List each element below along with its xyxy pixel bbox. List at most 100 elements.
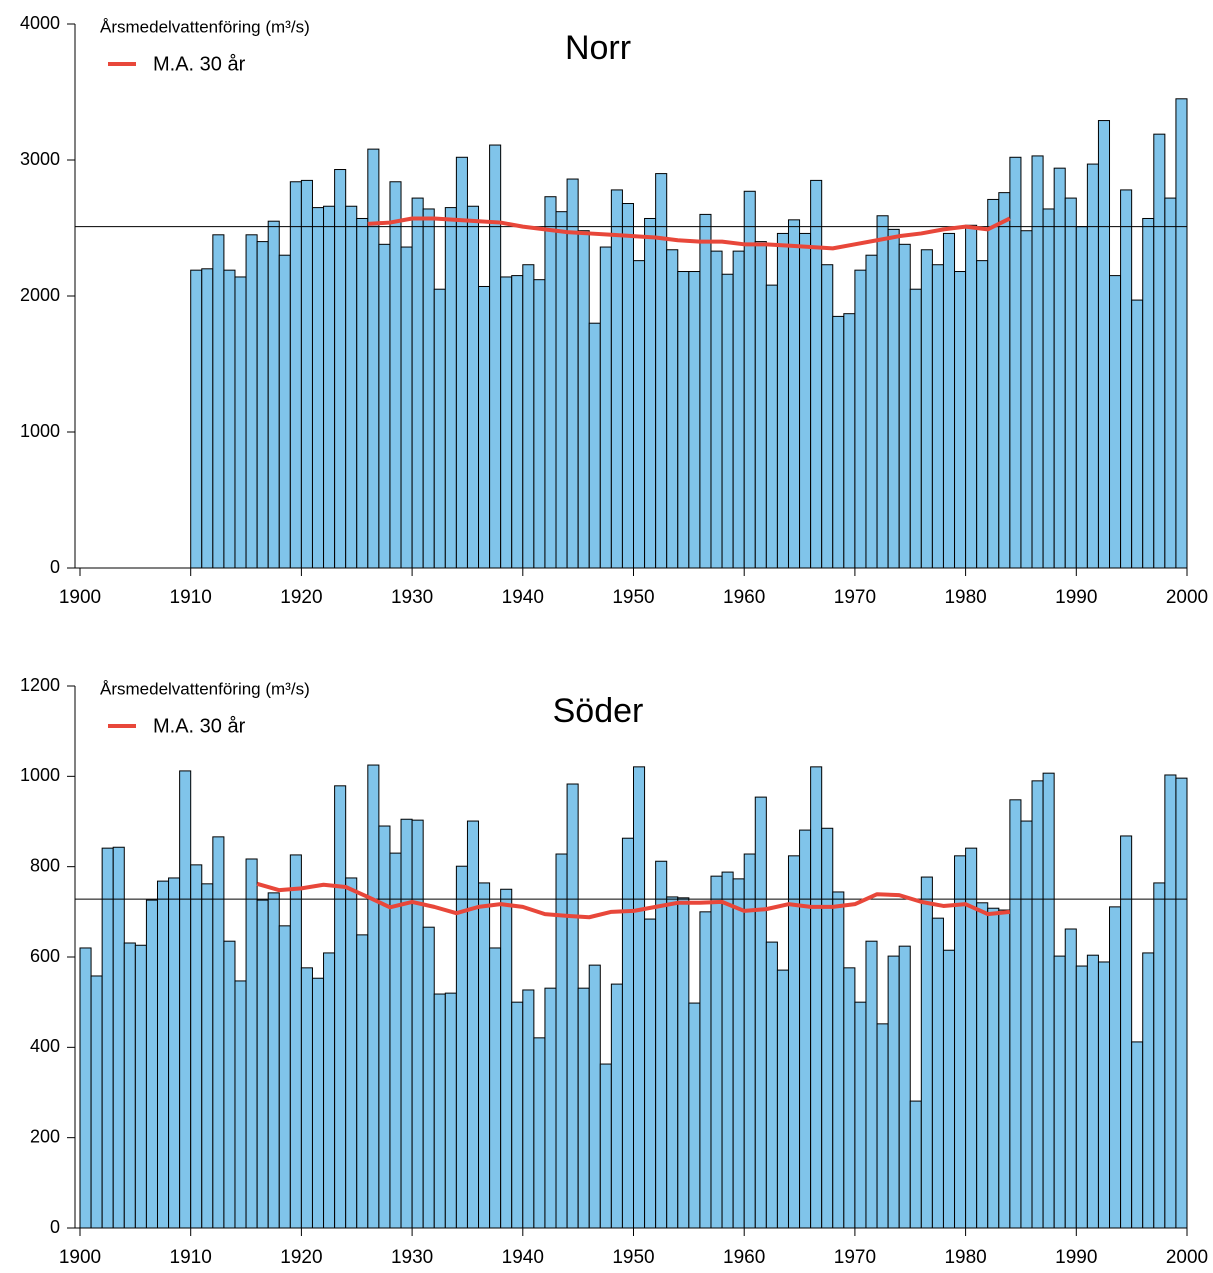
bar [865, 940, 878, 1229]
bar [478, 285, 491, 569]
bar [555, 211, 568, 569]
bar [433, 993, 446, 1229]
bar [732, 250, 745, 569]
bar [112, 846, 125, 1229]
bar [544, 196, 557, 569]
bar [433, 288, 446, 569]
bar [865, 254, 878, 569]
y-tick-label: 1000 [20, 421, 60, 441]
bar [522, 264, 535, 569]
bar [821, 827, 834, 1229]
bar [566, 178, 579, 569]
bar [1031, 155, 1044, 569]
bar [644, 217, 657, 569]
bar [832, 315, 845, 569]
bar [201, 268, 214, 569]
bar [444, 207, 457, 569]
bar [123, 942, 136, 1229]
x-tick-label: 1910 [170, 1247, 212, 1268]
bar [533, 279, 546, 569]
bar [367, 764, 380, 1229]
bar [920, 249, 933, 569]
bar [1109, 275, 1122, 569]
x-tick-label: 2000 [1166, 587, 1208, 608]
bar [478, 882, 491, 1229]
bar [699, 213, 712, 569]
bar [655, 173, 668, 569]
bar [1086, 163, 1099, 569]
bar [1097, 961, 1111, 1229]
bar [311, 207, 325, 569]
legend-label: M.A. 30 år [153, 53, 246, 75]
bar [267, 220, 280, 569]
bar [511, 275, 524, 569]
bar [489, 144, 502, 569]
bar [1109, 906, 1122, 1229]
bar [1075, 226, 1088, 569]
bar [1142, 952, 1155, 1229]
bar [101, 847, 114, 1229]
bar [754, 241, 767, 569]
x-tick-label: 1940 [502, 1247, 544, 1268]
bar [1031, 780, 1044, 1229]
x-tick-label: 1970 [834, 1247, 876, 1268]
y-tick-label: 4000 [20, 13, 60, 33]
y-axis-label: Årsmedelvattenföring (m³/s) [100, 679, 310, 698]
bar [278, 925, 291, 1229]
bar [278, 254, 291, 569]
bar [699, 911, 712, 1229]
bar [843, 967, 856, 1229]
bar [245, 858, 258, 1229]
bar [1153, 133, 1166, 569]
bar [156, 880, 170, 1229]
y-tick-label: 0 [50, 557, 60, 577]
bar [821, 264, 834, 569]
moving-average-line [256, 881, 1011, 920]
bar [356, 934, 369, 1229]
bar [1097, 120, 1111, 569]
bar [168, 877, 181, 1229]
bar [976, 260, 989, 569]
bar [566, 783, 579, 1229]
bar [577, 230, 590, 569]
bar [190, 269, 203, 569]
bar [710, 250, 723, 569]
bar [1064, 928, 1077, 1229]
bar [610, 983, 623, 1229]
bar [256, 241, 269, 569]
bar [267, 892, 280, 1229]
bar [954, 855, 967, 1229]
bar [1142, 217, 1155, 569]
bar [1053, 167, 1066, 569]
bar [300, 967, 313, 1229]
bar [965, 224, 978, 569]
bar [1020, 820, 1033, 1229]
bar [223, 940, 236, 1229]
x-tick-label: 1910 [170, 587, 212, 608]
bar [887, 955, 900, 1229]
bar [1153, 882, 1166, 1229]
y-tick-label: 1200 [20, 675, 60, 695]
y-tick-label: 3000 [20, 149, 60, 169]
bar [367, 148, 380, 569]
bar [323, 952, 336, 1229]
bar [976, 902, 989, 1229]
bar [942, 949, 956, 1229]
bar [289, 854, 302, 1229]
bar [378, 243, 391, 569]
bar [1131, 299, 1144, 569]
bar [876, 215, 889, 569]
bar [854, 1001, 867, 1229]
x-tick-label: 1950 [612, 1247, 654, 1268]
bar [621, 837, 634, 1229]
bar [776, 232, 789, 569]
x-tick-label: 2000 [1166, 1247, 1208, 1268]
bar [599, 1063, 612, 1229]
bar [411, 819, 424, 1229]
bar [90, 975, 103, 1229]
bar [677, 897, 690, 1229]
bar [655, 860, 668, 1229]
bar [987, 198, 1000, 569]
bar [1042, 772, 1055, 1229]
x-tick-label: 1990 [1055, 587, 1097, 608]
